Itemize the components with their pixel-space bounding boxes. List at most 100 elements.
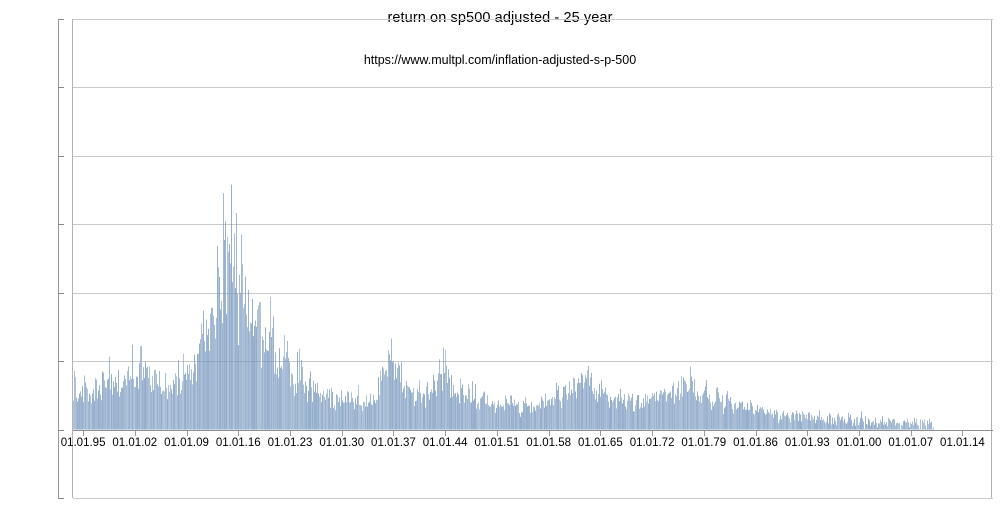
bar	[868, 418, 869, 430]
bar	[717, 387, 718, 430]
bar	[654, 393, 655, 430]
bar	[716, 388, 717, 430]
bar	[610, 397, 611, 430]
bar	[196, 381, 197, 430]
bar	[386, 369, 387, 430]
bar	[240, 293, 241, 430]
bar	[451, 375, 452, 430]
bar	[821, 416, 822, 430]
bar	[836, 425, 837, 430]
bar	[100, 394, 101, 430]
bar	[496, 407, 497, 430]
bar	[651, 397, 652, 430]
bar	[613, 400, 614, 430]
bar	[915, 422, 916, 430]
bar	[696, 400, 697, 430]
bar	[310, 371, 311, 430]
bar	[632, 393, 633, 430]
bar	[81, 396, 82, 430]
bar	[726, 394, 727, 430]
chart-title: return on sp500 adjusted - 25 year	[387, 10, 613, 26]
bar	[395, 363, 396, 430]
bar	[372, 405, 373, 430]
bar	[368, 402, 369, 430]
x-tick-label: 01.01.93	[784, 436, 830, 449]
bar	[477, 404, 478, 430]
bar	[688, 391, 689, 430]
bar	[347, 390, 348, 430]
bar	[693, 392, 694, 430]
bar	[876, 422, 877, 430]
bar	[179, 378, 180, 430]
bar	[118, 369, 119, 430]
bar	[743, 409, 744, 430]
bar	[897, 422, 898, 430]
bar	[437, 380, 438, 430]
bar	[423, 393, 424, 430]
bar	[830, 414, 831, 430]
bar	[279, 348, 280, 430]
bar	[820, 419, 821, 430]
bar	[504, 410, 505, 430]
bar	[198, 353, 199, 430]
bar	[725, 406, 726, 430]
bar	[222, 323, 223, 430]
bar	[891, 422, 892, 430]
bar	[300, 380, 301, 430]
bar	[549, 399, 550, 430]
bar	[445, 349, 446, 430]
bar	[433, 374, 434, 430]
bar	[136, 376, 137, 430]
bar	[872, 421, 873, 430]
bar	[564, 386, 565, 430]
bar	[440, 374, 441, 430]
bar	[875, 417, 876, 430]
bar	[292, 374, 293, 430]
bar	[406, 381, 407, 430]
bar	[299, 348, 300, 430]
bar	[848, 412, 849, 430]
bar	[227, 236, 228, 430]
bar	[92, 393, 93, 430]
bar	[822, 420, 823, 430]
bar	[80, 391, 81, 430]
bar	[106, 387, 107, 430]
bar	[575, 391, 576, 430]
bar	[88, 401, 89, 430]
bar	[266, 349, 267, 430]
bar	[76, 397, 77, 430]
bar	[441, 374, 442, 430]
bar	[556, 382, 557, 430]
bar	[180, 393, 181, 430]
bar	[143, 367, 144, 430]
bar	[751, 402, 752, 430]
bar	[521, 412, 522, 430]
bar	[351, 392, 352, 430]
y-tick-mark	[58, 498, 64, 499]
bar	[323, 391, 324, 430]
bar	[664, 388, 665, 430]
bar	[787, 412, 788, 430]
bar	[839, 416, 840, 430]
bar	[517, 404, 518, 430]
bar	[133, 378, 134, 430]
bar	[147, 366, 148, 430]
bar	[259, 302, 260, 430]
bar	[428, 394, 429, 430]
bar	[449, 377, 450, 430]
bar	[626, 409, 627, 430]
bar	[673, 382, 674, 430]
bar	[791, 415, 792, 430]
bar	[594, 387, 595, 430]
bar	[493, 404, 494, 430]
bar	[578, 378, 579, 430]
bar	[887, 426, 888, 430]
bar	[669, 392, 670, 430]
bar	[146, 368, 147, 430]
x-tick-label: 01.01.65	[577, 436, 623, 449]
bar	[212, 307, 213, 430]
bar	[627, 400, 628, 430]
bar	[849, 417, 850, 430]
bar	[429, 399, 430, 430]
x-tick-label: 01.01.23	[267, 436, 313, 449]
